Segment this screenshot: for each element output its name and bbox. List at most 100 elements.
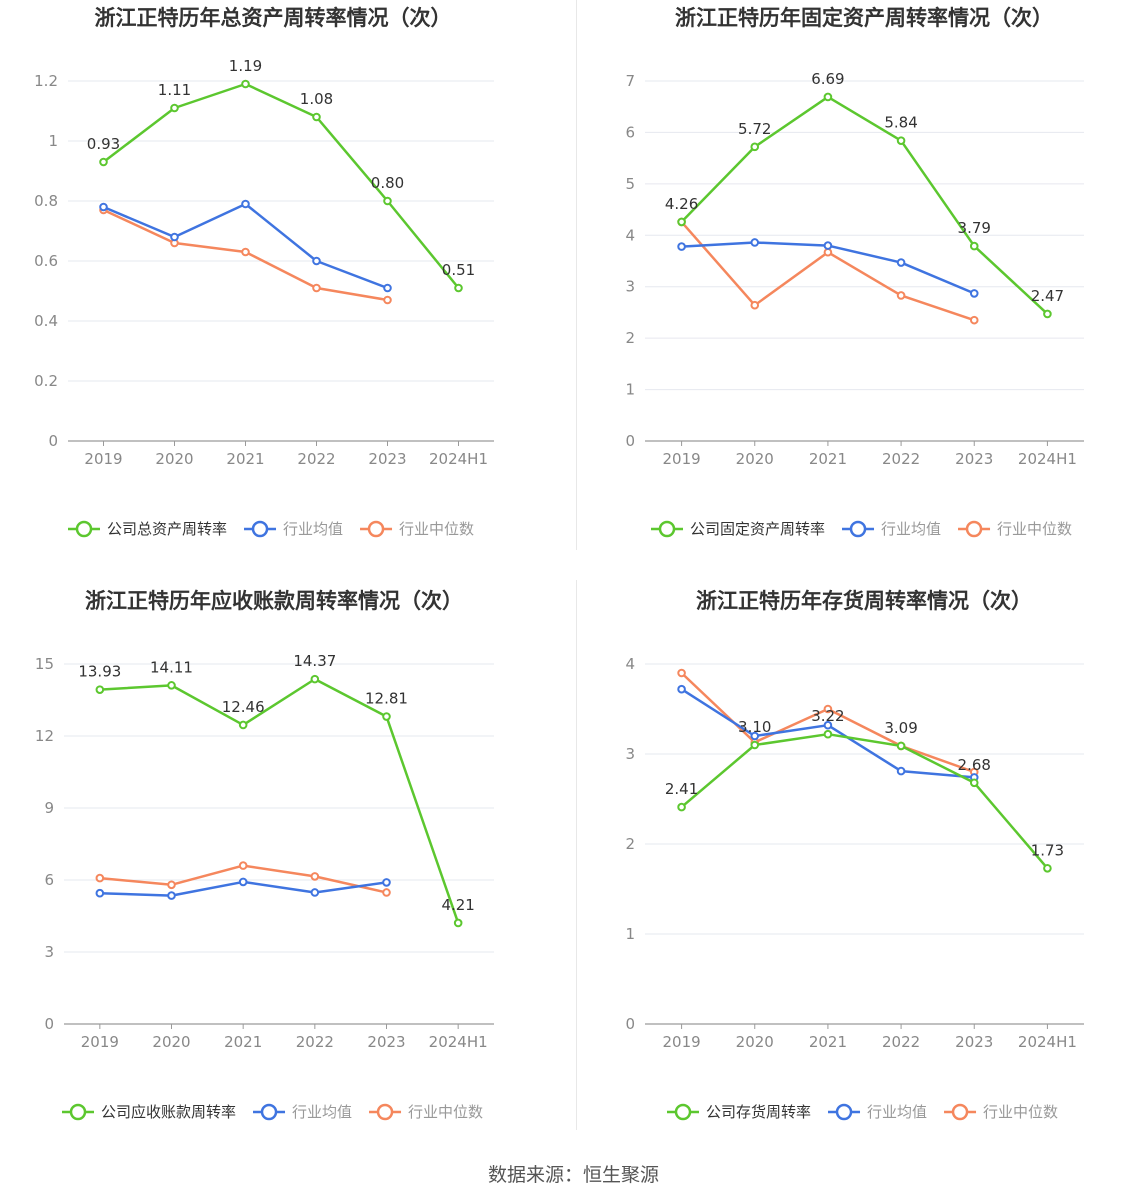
data-point[interactable] xyxy=(95,685,105,694)
legend-item-industry-mean[interactable]: 行业均值 xyxy=(244,520,343,538)
data-point[interactable] xyxy=(453,918,463,928)
series-line-industry-median xyxy=(680,221,975,322)
data-point[interactable] xyxy=(238,877,248,887)
data-point[interactable] xyxy=(677,802,686,812)
data-point[interactable] xyxy=(241,199,250,209)
data-point[interactable] xyxy=(99,202,108,212)
legend-item-industry-mean[interactable]: 行业均值 xyxy=(253,1103,352,1121)
y-tick-label: 3 xyxy=(625,278,635,296)
data-point[interactable] xyxy=(823,720,833,730)
data-point[interactable] xyxy=(823,729,833,739)
y-tick-label: 0 xyxy=(625,1015,635,1033)
data-label: 3.22 xyxy=(811,707,844,725)
chart-panel-1: 浙江正特历年总资产周转率情况（次） 0 0.2 0.4 0.6 0.8 1 1.2 2019 20… xyxy=(34,6,494,538)
data-point[interactable] xyxy=(823,241,833,250)
data-point[interactable] xyxy=(383,196,392,206)
y-tick-label: 6 xyxy=(625,123,635,141)
legend-label: 行业均值 xyxy=(283,520,343,538)
data-point[interactable] xyxy=(312,283,321,293)
data-point[interactable] xyxy=(969,315,979,325)
data-point[interactable] xyxy=(95,888,105,898)
data-point[interactable] xyxy=(969,289,979,298)
chart-panel-4: 浙江正特历年存货周转率情况（次） 0 1 2 3 4 2019 2020 2021 2022 202… xyxy=(625,589,1084,1121)
data-label: 5.84 xyxy=(884,114,917,132)
data-point[interactable] xyxy=(750,731,760,741)
data-point[interactable] xyxy=(312,256,321,266)
legend-label: 公司应收账款周转率 xyxy=(101,1103,236,1121)
legend-item-industry-mean[interactable]: 行业均值 xyxy=(828,1103,927,1121)
y-tick-label: 2 xyxy=(625,329,635,347)
data-point[interactable] xyxy=(167,880,176,890)
data-point[interactable] xyxy=(167,891,176,900)
data-point[interactable] xyxy=(167,681,176,690)
data-point[interactable] xyxy=(896,291,906,300)
x-tick-label: 2023 xyxy=(368,450,406,468)
data-point[interactable] xyxy=(95,873,105,883)
data-point[interactable] xyxy=(896,766,906,776)
data-point[interactable] xyxy=(896,741,906,751)
legend-label: 行业中位数 xyxy=(399,520,474,538)
data-point[interactable] xyxy=(310,674,320,684)
legend-circle-icon xyxy=(260,1103,278,1121)
y-tick-label: 4 xyxy=(625,226,635,244)
data-point[interactable] xyxy=(677,668,686,678)
legend-circle-icon xyxy=(75,520,93,538)
data-label: 14.37 xyxy=(293,652,336,670)
legend-item-industry-median[interactable]: 行业中位数 xyxy=(944,1103,1058,1121)
y-tick-label: 0 xyxy=(48,432,58,450)
data-point[interactable] xyxy=(750,238,760,247)
data-point[interactable] xyxy=(969,241,979,251)
data-point[interactable] xyxy=(823,247,833,257)
data-point[interactable] xyxy=(382,888,391,897)
data-point[interactable] xyxy=(310,872,320,881)
data-point[interactable] xyxy=(241,247,250,257)
x-tick-label: 2022 xyxy=(882,450,920,468)
x-tick-label: 2020 xyxy=(152,1033,190,1051)
data-point[interactable] xyxy=(823,704,833,714)
data-point[interactable] xyxy=(312,112,321,122)
data-point[interactable] xyxy=(382,878,391,887)
data-point[interactable] xyxy=(241,79,250,89)
legend-item-industry-median[interactable]: 行业中位数 xyxy=(369,1103,483,1121)
data-point[interactable] xyxy=(383,283,392,293)
data-point[interactable] xyxy=(896,258,906,267)
data-point[interactable] xyxy=(170,232,179,242)
data-point[interactable] xyxy=(383,295,392,305)
legend-item-company[interactable]: 公司应收账款周转率 xyxy=(62,1103,236,1121)
x-tick-label: 2021 xyxy=(226,450,264,468)
legend-item-industry-median[interactable]: 行业中位数 xyxy=(958,520,1072,538)
data-point[interactable] xyxy=(170,103,179,113)
data-point[interactable] xyxy=(677,217,686,227)
y-tick-label: 15 xyxy=(35,655,54,673)
legend-item-industry-median[interactable]: 行业中位数 xyxy=(360,520,474,538)
data-point[interactable] xyxy=(896,136,906,145)
data-point[interactable] xyxy=(238,861,248,870)
legend-circle-icon xyxy=(251,520,269,538)
legend-item-industry-mean[interactable]: 行业均值 xyxy=(842,520,941,538)
legend-label: 行业均值 xyxy=(292,1103,352,1121)
data-point[interactable] xyxy=(238,720,248,730)
data-point[interactable] xyxy=(310,888,320,897)
data-point[interactable] xyxy=(454,283,463,293)
chart-title: 浙江正特历年存货周转率情况（次） xyxy=(696,589,1032,613)
data-point[interactable] xyxy=(1043,864,1052,873)
data-point[interactable] xyxy=(823,92,833,102)
data-point[interactable] xyxy=(382,712,391,721)
data-point[interactable] xyxy=(99,157,108,167)
legend-item-company[interactable]: 公司存货周转率 xyxy=(667,1103,811,1121)
data-point[interactable] xyxy=(677,242,686,251)
data-label: 12.46 xyxy=(222,698,265,716)
x-tick-label: 2020 xyxy=(736,1033,774,1051)
data-point[interactable] xyxy=(750,300,760,310)
data-point[interactable] xyxy=(677,684,686,694)
chart-panel-3: 浙江正特历年应收账款周转率情况（次） 0 3 6 9 12 15 2019 2020 2021 20… xyxy=(35,589,494,1121)
chart-title: 浙江正特历年应收账款周转率情况（次） xyxy=(85,589,463,613)
data-point[interactable] xyxy=(1043,309,1052,319)
data-point[interactable] xyxy=(750,142,760,152)
legend-item-company[interactable]: 公司总资产周转率 xyxy=(68,520,227,538)
x-tick-label: 2019 xyxy=(84,450,122,468)
legend-label: 行业均值 xyxy=(867,1103,927,1121)
data-point[interactable] xyxy=(750,740,760,750)
data-point[interactable] xyxy=(969,778,979,788)
legend-item-company[interactable]: 公司固定资产周转率 xyxy=(651,520,825,538)
